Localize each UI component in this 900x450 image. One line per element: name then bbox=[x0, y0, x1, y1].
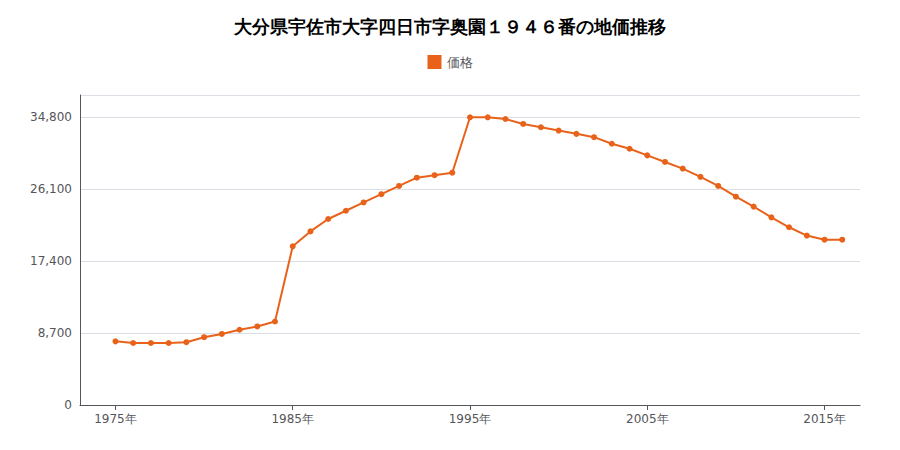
svg-text:大分県宇佐市大字四日市字奥園１９４６番の地価推移: 大分県宇佐市大字四日市字奥園１９４６番の地価推移 bbox=[233, 16, 666, 37]
svg-text:2015年: 2015年 bbox=[803, 412, 846, 426]
svg-text:0: 0 bbox=[64, 398, 72, 412]
svg-text:26,100: 26,100 bbox=[30, 182, 72, 196]
svg-text:1975年: 1975年 bbox=[94, 412, 137, 426]
svg-text:2005年: 2005年 bbox=[626, 412, 669, 426]
svg-text:34,800: 34,800 bbox=[30, 110, 72, 124]
svg-text:1995年: 1995年 bbox=[449, 412, 492, 426]
svg-text:8,700: 8,700 bbox=[38, 326, 72, 340]
svg-text:17,400: 17,400 bbox=[30, 254, 72, 268]
svg-text:価格: 価格 bbox=[447, 55, 473, 70]
svg-text:1985年: 1985年 bbox=[271, 412, 314, 426]
